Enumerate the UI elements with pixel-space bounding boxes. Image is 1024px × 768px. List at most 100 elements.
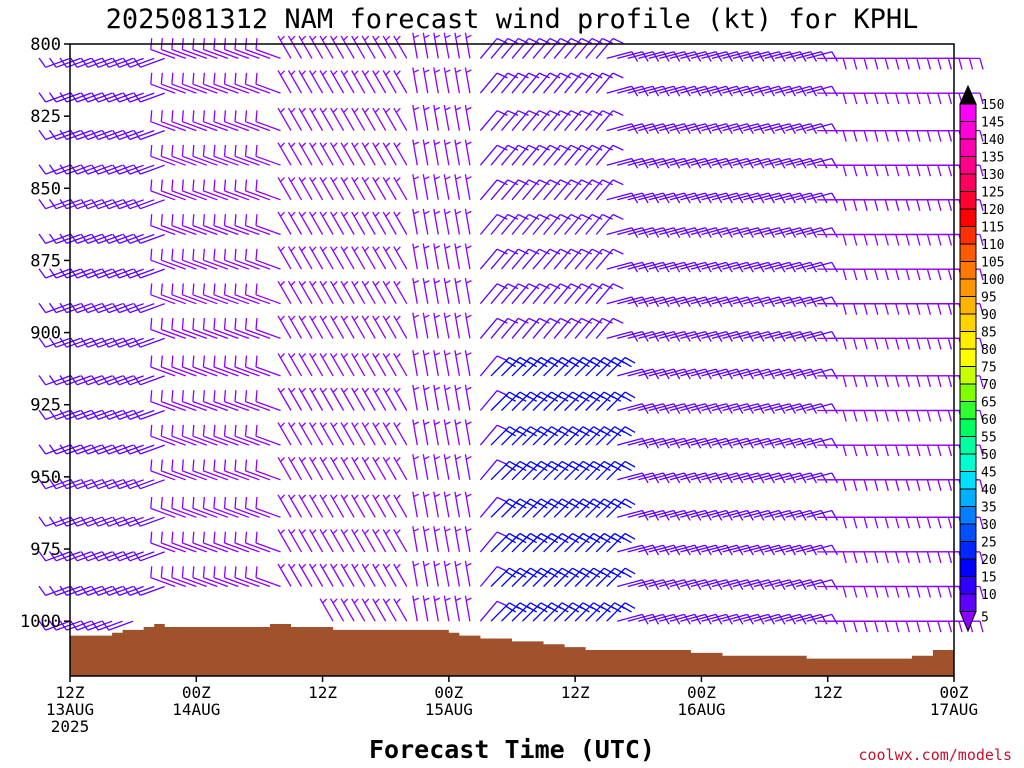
wind-barb xyxy=(309,176,324,201)
wind-barb xyxy=(574,213,603,235)
wind-barb xyxy=(234,179,260,201)
wind-barb xyxy=(443,454,451,480)
wind-barb xyxy=(433,208,441,235)
wind-barb xyxy=(585,144,613,166)
wind-barb xyxy=(171,390,197,412)
wind-barb xyxy=(901,92,932,105)
wind-barb xyxy=(795,157,828,169)
wind-barb xyxy=(880,303,910,315)
wind-barb xyxy=(817,199,847,211)
wind-barb xyxy=(382,280,397,305)
wind-barb xyxy=(433,67,441,94)
wind-barb xyxy=(361,176,376,201)
wind-barb xyxy=(80,551,113,562)
wind-barb xyxy=(70,199,102,210)
wind-barb xyxy=(255,355,281,377)
colorbar-swatch xyxy=(959,208,977,227)
wind-barb xyxy=(869,92,900,105)
wind-barb xyxy=(869,620,900,633)
wind-barb xyxy=(309,142,324,166)
wind-barb xyxy=(901,479,932,491)
wind-barb xyxy=(223,390,250,412)
wind-barb xyxy=(933,199,963,211)
colorbar-label: 55 xyxy=(981,431,997,446)
wind-barb xyxy=(48,199,81,210)
wind-barb xyxy=(412,526,420,553)
wind-barb xyxy=(298,387,313,411)
wind-barb xyxy=(351,563,366,587)
wind-barb xyxy=(838,303,868,315)
wind-barb xyxy=(340,211,355,235)
wind-barb xyxy=(806,403,839,414)
wind-barb xyxy=(479,566,508,587)
wind-barb xyxy=(880,516,910,529)
wind-barb xyxy=(422,560,430,587)
wind-barb xyxy=(382,35,397,59)
wind-barb xyxy=(479,390,508,411)
colorbar-swatch xyxy=(959,576,977,595)
wind-barb xyxy=(351,387,366,411)
wind-barb xyxy=(133,375,165,386)
wind-barb xyxy=(287,107,303,131)
wind-barb xyxy=(133,409,165,421)
wind-barb xyxy=(933,620,963,633)
wind-barb xyxy=(922,129,953,142)
wind-barb xyxy=(244,72,271,94)
wind-barb xyxy=(309,494,324,518)
wind-barb xyxy=(443,312,451,339)
wind-barb xyxy=(443,32,451,59)
wind-barb xyxy=(255,531,281,553)
wind-barb xyxy=(319,315,334,339)
wind-barb xyxy=(564,37,592,59)
wind-barb xyxy=(859,233,889,246)
wind-barb xyxy=(464,350,472,377)
credit-link[interactable]: coolwx.com/models xyxy=(858,746,1012,764)
colorbar-swatch xyxy=(959,383,977,402)
wind-barb xyxy=(911,620,942,633)
wind-barb xyxy=(795,403,828,414)
wind-barb xyxy=(838,479,868,491)
wind-barb xyxy=(838,129,868,142)
wind-barb xyxy=(585,110,613,132)
wind-barb xyxy=(171,459,197,481)
wind-barb xyxy=(277,246,292,270)
wind-barb xyxy=(192,531,218,553)
wind-barb xyxy=(806,51,839,62)
wind-barb xyxy=(91,57,123,68)
colorbar-label: 105 xyxy=(981,256,1004,271)
wind-barb xyxy=(838,516,868,529)
wind-barb xyxy=(595,72,624,94)
wind-barb xyxy=(361,529,376,553)
wind-barb xyxy=(464,174,472,200)
wind-barb xyxy=(351,70,366,94)
wind-barb xyxy=(933,479,963,491)
wind-barb xyxy=(171,355,197,377)
wind-barb xyxy=(340,246,355,270)
wind-barb xyxy=(287,422,303,446)
wind-barb xyxy=(412,312,420,339)
wind-barb xyxy=(511,317,540,339)
wind-barb xyxy=(501,110,529,132)
wind-barb xyxy=(133,129,165,141)
wind-barb xyxy=(244,459,271,481)
wind-barb xyxy=(150,355,176,377)
wind-barb xyxy=(91,585,123,597)
wind-barb xyxy=(490,72,519,94)
wind-barb xyxy=(101,551,134,562)
wind-barb xyxy=(122,516,155,527)
wind-barb xyxy=(795,437,828,449)
wind-barb xyxy=(595,213,624,235)
wind-barb xyxy=(223,283,250,305)
wind-barb xyxy=(351,142,366,166)
wind-barb xyxy=(880,620,910,633)
wind-barb xyxy=(838,620,868,633)
wind-barb xyxy=(171,531,197,553)
wind-barb xyxy=(817,551,847,564)
wind-barb xyxy=(869,585,900,598)
plot-frame xyxy=(69,43,955,677)
wind-barb xyxy=(202,496,229,518)
wind-barb xyxy=(848,551,879,564)
y-tick-label: 925 xyxy=(30,396,61,416)
wind-barb xyxy=(522,179,550,201)
wind-barb xyxy=(48,129,81,141)
